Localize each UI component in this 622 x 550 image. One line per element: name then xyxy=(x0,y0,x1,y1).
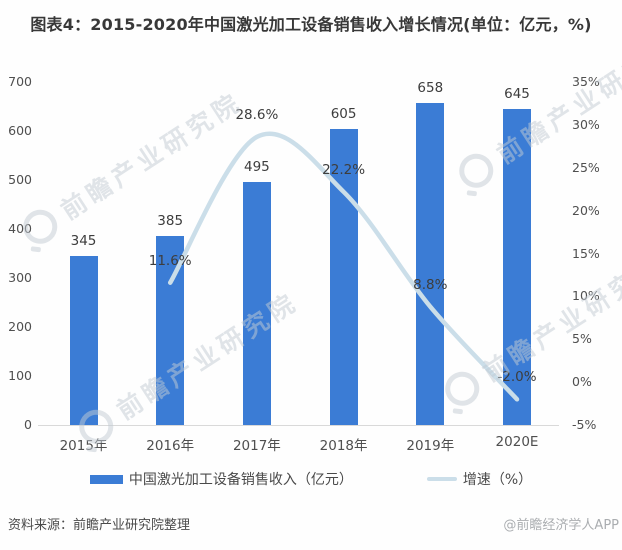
x-axis-label-2015年: 2015年 xyxy=(59,438,108,454)
right-axis-tick: 20% xyxy=(572,202,600,218)
right-axis-tick: 0% xyxy=(572,374,592,390)
watermark: 前瞻产业研究院 xyxy=(16,83,249,252)
right-axis-tick: -5% xyxy=(572,417,597,432)
watermark-logo-icon xyxy=(452,147,500,195)
bar-2017年 xyxy=(242,182,271,425)
growth-value-label: -2.0% xyxy=(497,369,537,386)
legend-label-revenue: 中国激光加工设备销售收入（亿元） xyxy=(128,472,353,488)
right-axis-tick: 25% xyxy=(572,159,600,175)
bar-value-label: 645 xyxy=(504,85,530,102)
footer: 资料来源：前瞻产业研究院整理 @前瞻经济学人APP xyxy=(8,514,619,533)
bar-value-label: 345 xyxy=(70,232,97,249)
legend-item-revenue: 中国激光加工设备销售收入（亿元） xyxy=(89,469,353,489)
legend: 中国激光加工设备销售收入（亿元） 增速（%） xyxy=(0,469,622,489)
line-swatch-icon xyxy=(426,477,457,481)
left-axis-tick: 300 xyxy=(8,270,32,285)
bar-value-label: 385 xyxy=(157,213,184,230)
left-axis-tick: 700 xyxy=(8,74,32,89)
growth-value-label: 8.8% xyxy=(413,276,448,293)
right-axis-tick: 35% xyxy=(572,74,600,89)
watermark-text: 前瞻产业研究院 xyxy=(111,286,304,426)
chart-title: 图表4：2015-2020年中国激光加工设备销售收入增长情况(单位：亿元，%) xyxy=(30,15,592,34)
bar-value-label: 605 xyxy=(330,105,357,122)
x-axis-line xyxy=(38,425,559,426)
watermark-text: 前瞻产业研究院 xyxy=(55,86,248,226)
legend-item-growth: 增速（%） xyxy=(426,469,533,489)
left-axis-tick: 100 xyxy=(8,368,32,383)
x-axis-label-2016年: 2016年 xyxy=(146,438,195,454)
bar-swatch-icon xyxy=(89,474,123,484)
left-axis-tick: 0 xyxy=(24,417,32,432)
credit-note: @前瞻经济学人APP xyxy=(503,518,619,533)
bar-2015年 xyxy=(69,255,98,425)
left-axis-tick: 600 xyxy=(8,123,32,138)
source-note: 资料来源：前瞻产业研究院整理 xyxy=(8,518,191,533)
right-axis-tick: 10% xyxy=(572,288,600,304)
x-axis-label-2018年: 2018年 xyxy=(319,438,368,454)
growth-value-label: 22.2% xyxy=(322,161,366,178)
x-axis-label-2020E: 2020E xyxy=(495,434,539,450)
left-axis-tick: 400 xyxy=(8,221,32,236)
bar-2019年 xyxy=(416,102,445,425)
x-axis-label-2017年: 2017年 xyxy=(232,438,281,454)
growth-value-label: 28.6% xyxy=(235,106,279,123)
watermark-logo-icon xyxy=(438,365,486,413)
left-axis-tick: 500 xyxy=(8,172,32,187)
x-axis-label-2019年: 2019年 xyxy=(406,438,455,454)
left-axis-tick: 200 xyxy=(8,319,32,334)
right-axis-tick: 5% xyxy=(572,331,592,347)
right-axis-tick: 15% xyxy=(572,245,600,261)
bar-value-label: 495 xyxy=(244,159,270,176)
watermark-text: 前瞻产业研究院 xyxy=(477,248,622,388)
right-axis-tick: 30% xyxy=(572,116,600,132)
bar-value-label: 658 xyxy=(417,79,444,96)
legend-label-growth: 增速（%） xyxy=(462,472,533,488)
growth-value-label: 11.6% xyxy=(148,252,192,269)
